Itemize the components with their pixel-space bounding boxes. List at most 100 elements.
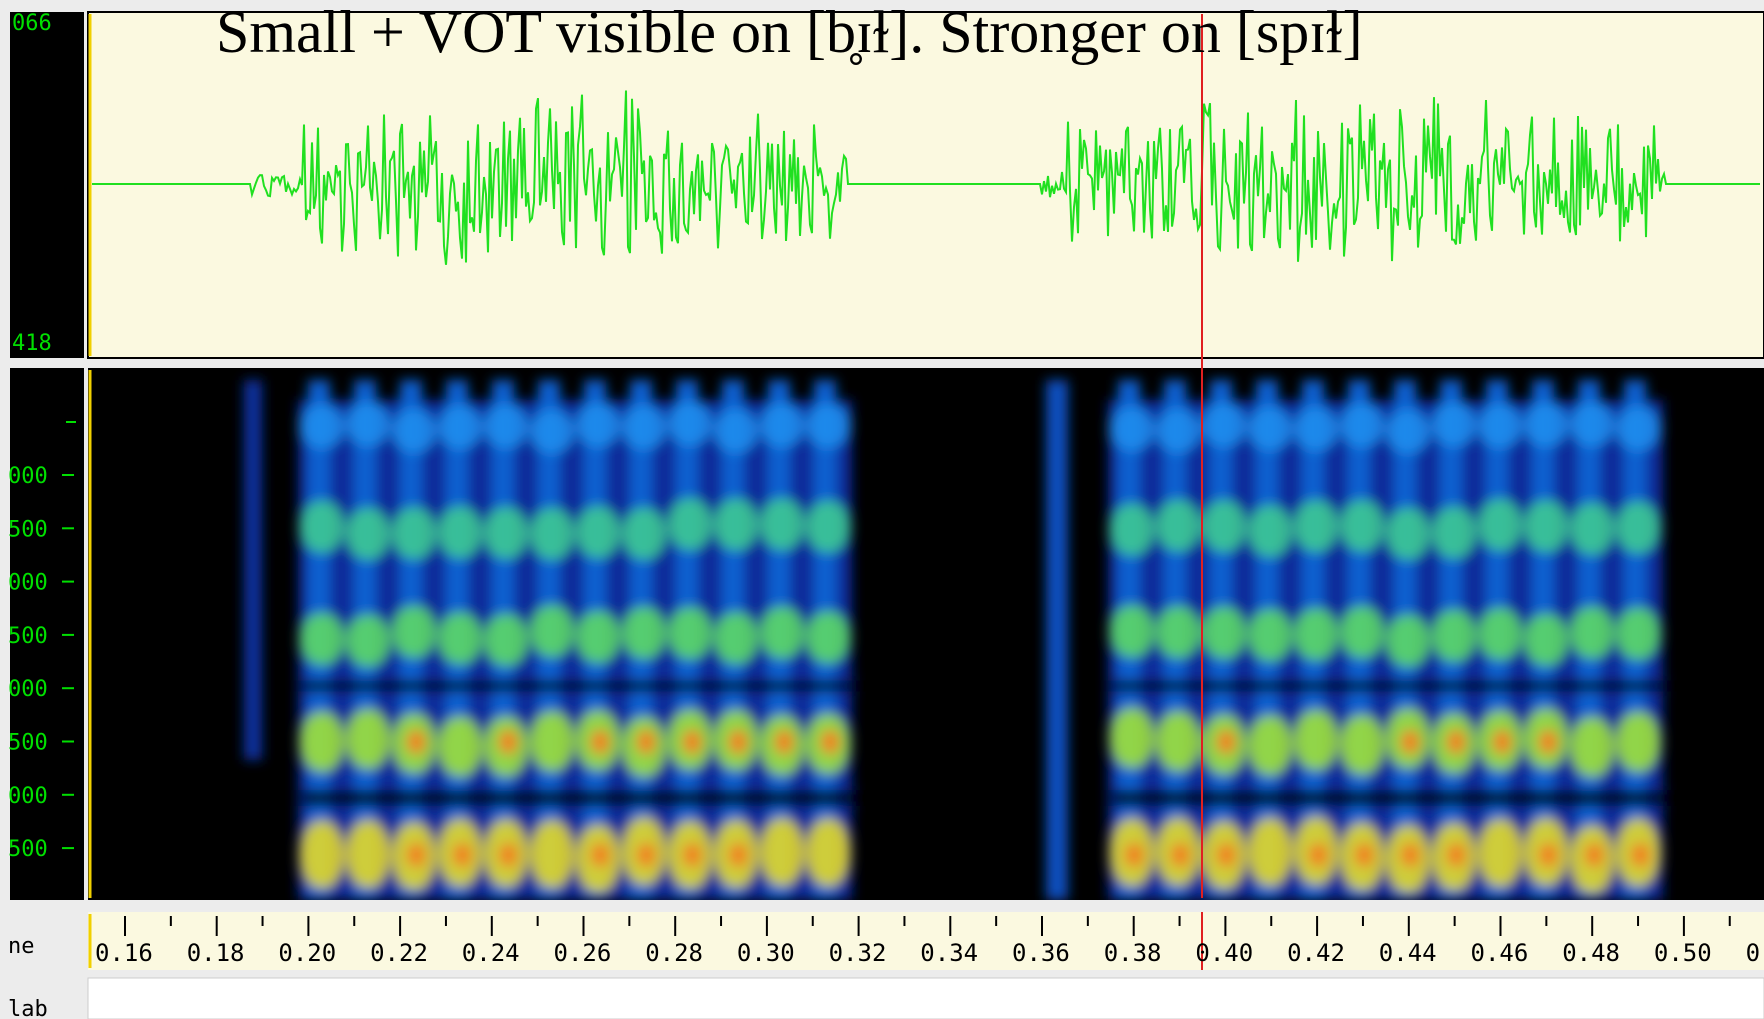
formant-gap xyxy=(394,680,446,692)
formant xyxy=(530,409,574,454)
formant xyxy=(1524,402,1568,447)
formant-gap xyxy=(1572,680,1624,692)
spectrogram-y-axis: 000 500 000 500 000 500 000 500 xyxy=(8,464,74,862)
formant-peak xyxy=(637,843,655,867)
formant-gap xyxy=(1204,680,1256,692)
formant-gap xyxy=(670,680,722,692)
formant xyxy=(1524,500,1568,553)
formant-gap xyxy=(440,680,492,692)
formant-peak xyxy=(1447,730,1465,754)
formant-gap xyxy=(1112,680,1164,692)
waveform-max-label: 066 xyxy=(12,11,52,36)
formant-gap xyxy=(716,790,768,806)
time-axis xyxy=(88,912,1764,970)
formant-peak xyxy=(407,730,425,754)
formant-peak xyxy=(1493,730,1511,754)
formant xyxy=(1340,403,1384,448)
time-tick-label: 0.28 xyxy=(645,939,703,967)
aspiration xyxy=(1046,380,1068,900)
formant xyxy=(530,820,574,889)
y-tick-label: 500 xyxy=(8,624,48,649)
formant-peak xyxy=(453,843,471,867)
time-tick-label: 0.22 xyxy=(370,939,428,967)
formant xyxy=(530,605,574,658)
formant-gap xyxy=(1572,790,1624,806)
formant xyxy=(1294,608,1338,661)
formant-gap xyxy=(624,680,676,692)
formant xyxy=(1156,711,1200,772)
formant xyxy=(668,607,712,660)
formant xyxy=(668,498,712,551)
formant-peak xyxy=(1355,843,1373,867)
formant-gap xyxy=(1388,680,1440,692)
spectrogram xyxy=(244,380,1670,900)
formant xyxy=(1202,403,1246,448)
formant xyxy=(530,711,574,772)
formant xyxy=(438,506,482,559)
formant xyxy=(392,408,436,453)
formant-peak xyxy=(1125,843,1143,867)
formant-peak xyxy=(637,730,655,754)
formant-gap xyxy=(1250,680,1302,692)
formant xyxy=(576,506,620,559)
formant-gap xyxy=(1158,680,1210,692)
formant xyxy=(1294,406,1338,451)
formant xyxy=(1386,507,1430,560)
formant-gap xyxy=(1296,790,1348,806)
time-tick-label: 0.44 xyxy=(1379,939,1437,967)
y-tick-label: 000 xyxy=(8,464,48,489)
formant xyxy=(1570,502,1614,555)
voicing xyxy=(298,400,852,900)
formant-peak xyxy=(729,843,747,867)
voicing xyxy=(1108,400,1663,900)
formant-gap xyxy=(486,790,538,806)
formant xyxy=(806,818,850,887)
formant xyxy=(806,403,850,448)
formant-gap xyxy=(716,680,768,692)
formant-gap xyxy=(302,680,354,692)
formant xyxy=(1156,606,1200,659)
label-tier xyxy=(87,977,1764,1019)
formant-peak xyxy=(729,730,747,754)
formant xyxy=(346,402,390,447)
time-tick-label: 0.46 xyxy=(1471,939,1529,967)
formant xyxy=(622,507,666,560)
formant xyxy=(622,606,666,659)
label-tier-name: lab xyxy=(8,997,48,1019)
time-axis-name: ne xyxy=(8,934,35,959)
spectrogram-energy xyxy=(244,380,1670,900)
time-tick-label: 0.24 xyxy=(462,939,520,967)
formant xyxy=(1340,606,1384,659)
formant-peak xyxy=(1309,843,1327,867)
formant xyxy=(1248,818,1292,887)
formant-peak xyxy=(407,843,425,867)
formant xyxy=(1110,707,1154,768)
formant xyxy=(576,610,620,663)
formant-gap xyxy=(1526,680,1578,692)
formant-peak xyxy=(1585,843,1603,867)
time-tick-label: 0.20 xyxy=(278,939,336,967)
formant xyxy=(1432,609,1476,662)
formant-peak xyxy=(591,843,609,867)
formant xyxy=(1110,605,1154,658)
time-ticks: 0.16 0.18 0.20 0.22 0.24 0.26 0.28 0.30 0.32 0.34… xyxy=(95,916,1764,967)
y-tick-label: 000 xyxy=(8,677,48,702)
formant xyxy=(806,611,850,664)
formant-gap xyxy=(348,790,400,806)
formant-peak xyxy=(591,730,609,754)
formant xyxy=(1156,499,1200,552)
formant-gap xyxy=(1480,680,1532,692)
formant xyxy=(806,500,850,553)
formant-gap xyxy=(1618,790,1670,806)
formant xyxy=(346,820,390,889)
formant xyxy=(760,817,804,886)
y-tick-label: 000 xyxy=(8,571,48,596)
formant xyxy=(1478,607,1522,660)
time-tick-label: 0. xyxy=(1746,939,1764,967)
formant xyxy=(760,606,804,659)
formant xyxy=(392,605,436,658)
formant xyxy=(1570,606,1614,659)
formant xyxy=(1570,402,1614,447)
formant-gap xyxy=(1434,680,1486,692)
